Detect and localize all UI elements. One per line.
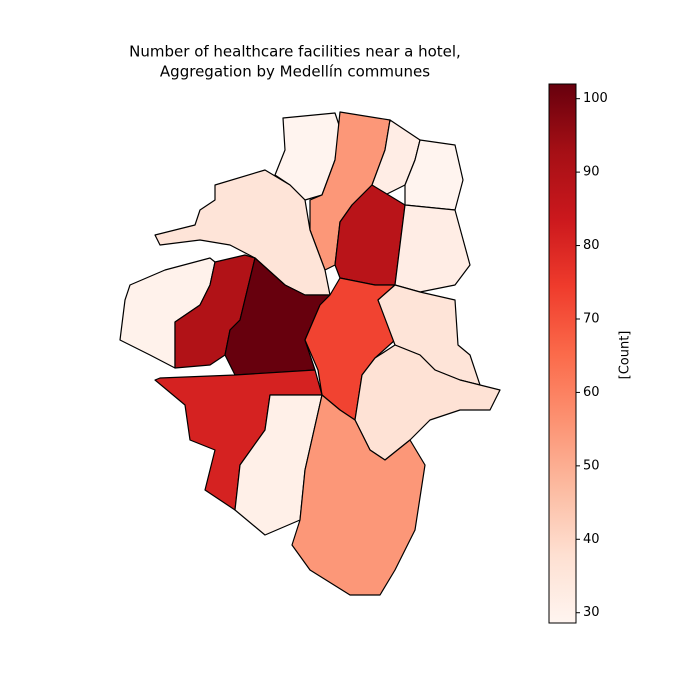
commune bbox=[274, 112, 341, 201]
commune bbox=[394, 204, 471, 293]
commune bbox=[224, 257, 331, 376]
colorbar-label: [Count] bbox=[618, 331, 633, 380]
colorbar-tick-label: 30 bbox=[583, 605, 600, 620]
colorbar-tick-label: 100 bbox=[583, 91, 608, 106]
colorbar-tick-label: 60 bbox=[583, 385, 600, 400]
colorbar-tick-label: 80 bbox=[583, 238, 600, 253]
colorbar bbox=[548, 83, 577, 624]
title-line: Number of healthcare facilities near a h… bbox=[129, 43, 461, 61]
colorbar-tick-label: 40 bbox=[583, 532, 600, 547]
commune bbox=[354, 344, 501, 461]
commune bbox=[174, 254, 256, 369]
commune bbox=[291, 394, 426, 596]
colorbar-tick-label: 50 bbox=[583, 458, 600, 473]
colorbar-tick-label: 70 bbox=[583, 311, 600, 326]
title-line: Aggregation by Medellín communes bbox=[160, 63, 430, 81]
colorbar-tick-label: 90 bbox=[583, 165, 600, 180]
